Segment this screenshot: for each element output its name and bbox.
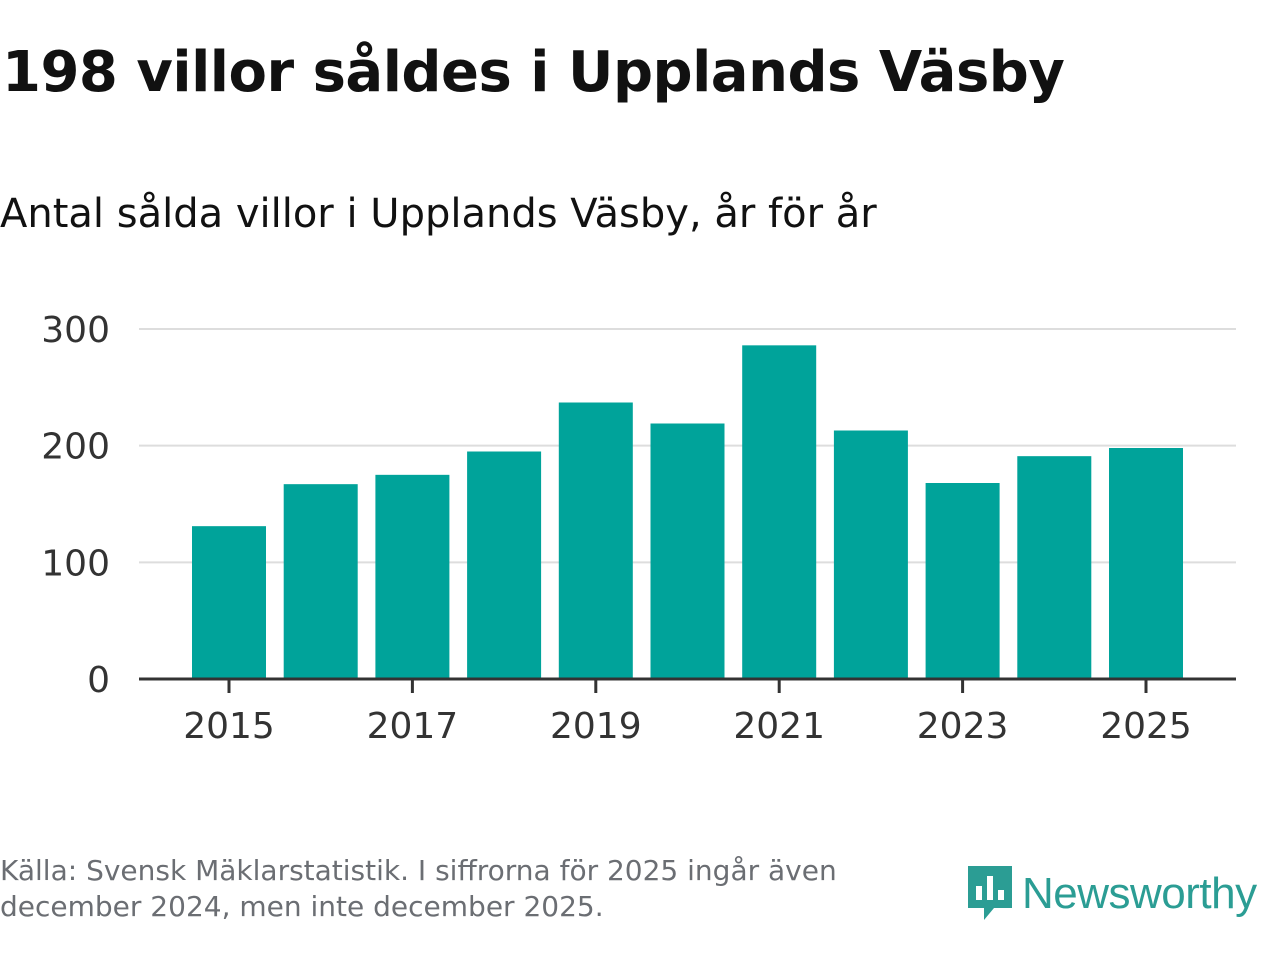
bar-2021 xyxy=(742,345,817,679)
x-tick-label: 2025 xyxy=(1100,706,1192,747)
bar-2017 xyxy=(375,474,450,679)
y-tick-label: 200 xyxy=(41,427,110,468)
bar-2016 xyxy=(283,484,358,679)
bar-2019 xyxy=(558,402,633,679)
x-tick-label: 2023 xyxy=(917,706,1009,747)
chart-subtitle: Antal sålda villor i Upplands Väsby, år … xyxy=(0,191,877,237)
y-tick-label: 0 xyxy=(87,660,110,701)
bar-2020 xyxy=(650,423,725,679)
bar-2015 xyxy=(192,526,266,679)
bar-2023 xyxy=(925,483,1000,679)
bar-chart: 0 100 200 300 2015 2017 2019 2021 2023 2025 xyxy=(41,310,1236,747)
y-tick-label: 100 xyxy=(41,543,110,584)
x-tick-label: 2017 xyxy=(367,706,459,747)
brand-name: Newsworthy xyxy=(1022,869,1257,918)
bar-2024 xyxy=(1017,456,1092,679)
bar-2025 xyxy=(1109,448,1183,679)
chart-title: 198 villor såldes i Upplands Väsby xyxy=(2,40,1065,105)
bar-2022 xyxy=(833,430,908,679)
y-tick-label: 300 xyxy=(41,310,110,351)
newsworthy-logo-icon xyxy=(968,866,1012,920)
x-tick-label: 2015 xyxy=(183,706,275,747)
x-tick-label: 2019 xyxy=(550,706,642,747)
source-footnote: Källa: Svensk Mäklarstatistik. I siffror… xyxy=(0,854,837,923)
bar-2018 xyxy=(467,451,542,679)
brand-logo: Newsworthy xyxy=(964,862,1257,926)
x-tick-label: 2021 xyxy=(733,706,825,747)
